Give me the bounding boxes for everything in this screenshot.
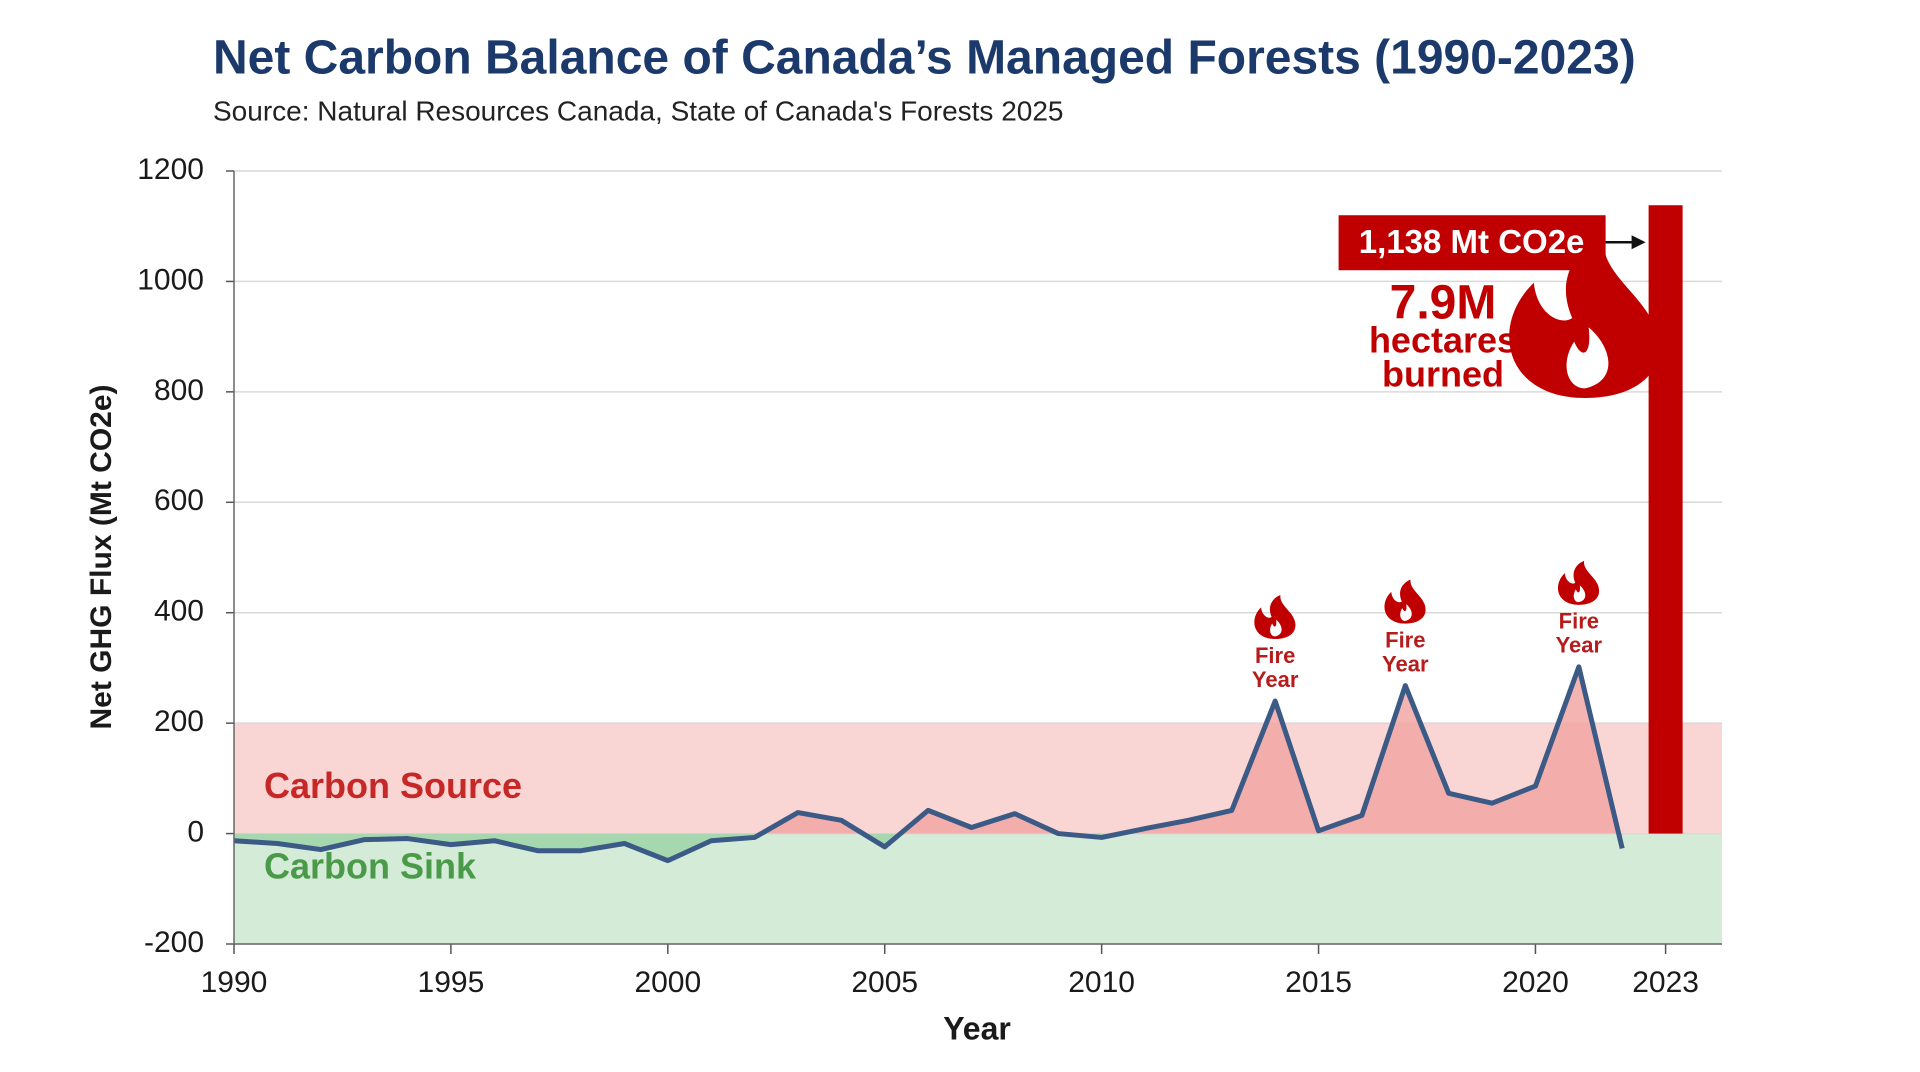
fire-label: Fire <box>1559 609 1599 634</box>
fire-label: Year <box>1382 651 1429 676</box>
fire-label: Fire <box>1255 643 1295 668</box>
y-tick-label: -200 <box>144 926 204 959</box>
x-tick-label: 1995 <box>418 966 485 999</box>
flame-icon-inner <box>1400 604 1412 621</box>
burn-note: burned <box>1382 354 1504 395</box>
flame-icon <box>1557 560 1600 605</box>
flame-icon <box>1384 579 1426 624</box>
chart-title: Net Carbon Balance of Canada’s Managed F… <box>213 32 1636 85</box>
x-tick-label: 2005 <box>851 966 918 999</box>
fire-label: Year <box>1252 667 1299 692</box>
flame-icon-inner <box>1270 619 1282 637</box>
fire-label: Year <box>1556 633 1603 658</box>
fire-label: Fire <box>1385 627 1425 652</box>
burn-note: 7.9M <box>1390 277 1497 330</box>
line <box>233 664 1625 864</box>
y-tick-label: 800 <box>154 374 204 407</box>
y-tick-label: 200 <box>154 705 204 738</box>
y-tick-label: 1000 <box>137 263 204 296</box>
x-tick-label: 2010 <box>1068 966 1135 999</box>
x-tick-label: 2020 <box>1502 966 1569 999</box>
value-label-box <box>1338 215 1606 271</box>
flame-icon-inner <box>1573 585 1586 603</box>
region-band <box>234 833 1722 944</box>
y-tick-label: 400 <box>154 595 204 628</box>
value-label-arrowhead <box>1631 235 1646 250</box>
value-label: 1,138 Mt CO2e <box>1359 223 1585 260</box>
y-axis-label: Net GHG Flux (Mt CO2e) <box>85 384 118 729</box>
y-tick-label: 1200 <box>137 153 204 186</box>
area-negative <box>234 833 1623 861</box>
chart-subtitle: Source: Natural Resources Canada, State … <box>213 95 1064 126</box>
y-tick-label: 0 <box>187 815 204 848</box>
x-tick-label: 2023 <box>1632 966 1699 999</box>
bar <box>1648 205 1683 834</box>
flame-icon <box>1254 595 1296 640</box>
region-label: Carbon Source <box>264 765 522 806</box>
flame-icon-inner <box>1566 327 1609 389</box>
burn-note: hectares <box>1369 320 1517 361</box>
y-tick-label: 600 <box>154 484 204 517</box>
x-tick-label: 2000 <box>634 966 701 999</box>
region-label: Carbon Sink <box>264 845 477 886</box>
flame-icon <box>1509 238 1659 398</box>
x-tick-label: 2015 <box>1285 966 1352 999</box>
x-tick-label: 1990 <box>201 966 268 999</box>
x-axis-label: Year <box>943 1010 1011 1046</box>
